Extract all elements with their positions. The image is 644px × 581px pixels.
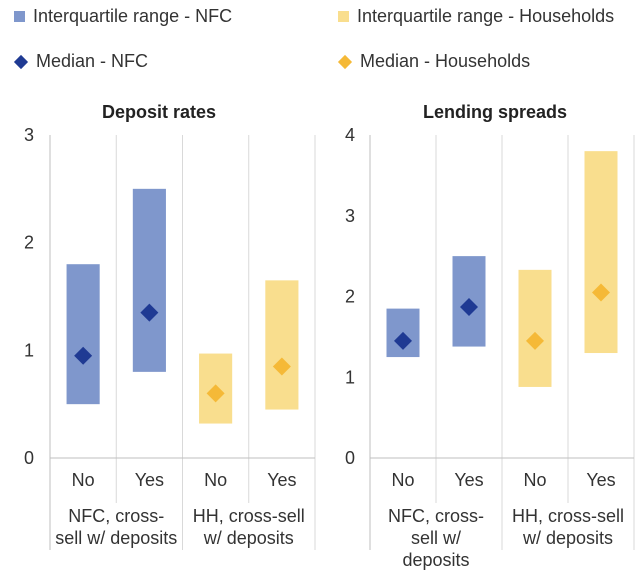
y-tick-label: 0 [345, 448, 355, 468]
legend-item-nfc-median: Median - NFC [13, 51, 149, 72]
nfc-median-marker [460, 297, 478, 316]
legend-label: Median - NFC [36, 51, 149, 71]
hh-range-bar [584, 151, 618, 354]
hh-median-marker [206, 384, 225, 403]
group-label: deposits [402, 550, 469, 570]
hh-range-bar [518, 269, 552, 387]
legend-item-hh-median: Median - Households [337, 51, 531, 72]
nfc-range-bar [66, 264, 100, 405]
legend-label: Interquartile range - Households [357, 6, 615, 26]
nfc-range-bar [132, 188, 166, 372]
group-label: sell w/ [411, 528, 461, 548]
category-label: No [72, 470, 95, 490]
y-tick-label: 1 [345, 367, 355, 387]
chart-title: Lending spreads [423, 102, 567, 122]
group-label: HH, cross-sell [193, 506, 305, 526]
legend-label: Median - Households [360, 51, 531, 71]
legend-label: Interquartile range - NFC [33, 6, 233, 26]
category-label: Yes [267, 470, 296, 490]
legend-swatch [14, 11, 25, 22]
y-tick-label: 2 [24, 233, 34, 253]
chart-title: Deposit rates [102, 102, 216, 122]
legend: Interquartile range - NFC Interquartile … [0, 0, 644, 80]
y-tick-label: 3 [345, 206, 355, 226]
category-label: Yes [135, 470, 164, 490]
y-tick-label: 3 [24, 125, 34, 145]
category-label: Yes [586, 470, 615, 490]
legend-swatch [338, 11, 349, 22]
group-label: sell w/ deposits [55, 528, 177, 548]
group-label: NFC, cross- [388, 506, 484, 526]
hh-median-marker [592, 283, 610, 302]
group-label: HH, cross-sell [512, 506, 624, 526]
y-tick-label: 4 [345, 125, 355, 145]
category-label: No [523, 470, 546, 490]
group-label: w/ deposits [522, 528, 613, 548]
y-tick-label: 0 [24, 448, 34, 468]
legend-item-nfc-range: Interquartile range - NFC [14, 6, 232, 27]
nfc-median-marker [74, 346, 93, 365]
legend-item-hh-range: Interquartile range - Households [338, 6, 614, 27]
group-label: NFC, cross- [68, 506, 164, 526]
category-label: No [204, 470, 227, 490]
category-label: No [391, 470, 414, 490]
hh-median-marker [526, 331, 544, 350]
category-label: Yes [454, 470, 483, 490]
hh-median-marker [272, 357, 291, 376]
hh-range-bar [265, 280, 299, 410]
y-tick-label: 1 [24, 340, 34, 360]
y-tick-label: 2 [345, 287, 355, 307]
group-label: w/ deposits [203, 528, 294, 548]
nfc-median-marker [394, 331, 412, 350]
nfc-median-marker [140, 303, 159, 322]
